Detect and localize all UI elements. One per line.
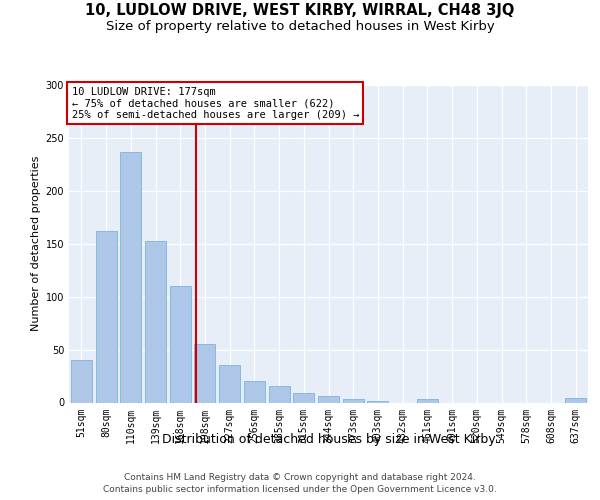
Bar xyxy=(417,400,438,402)
Text: Distribution of detached houses by size in West Kirby: Distribution of detached houses by size … xyxy=(162,432,496,446)
Text: 10, LUDLOW DRIVE, WEST KIRBY, WIRRAL, CH48 3JQ: 10, LUDLOW DRIVE, WEST KIRBY, WIRRAL, CH… xyxy=(85,2,515,18)
Bar xyxy=(343,400,364,402)
Bar xyxy=(269,386,290,402)
Text: Size of property relative to detached houses in West Kirby: Size of property relative to detached ho… xyxy=(106,20,494,33)
Bar xyxy=(219,366,240,403)
Bar xyxy=(318,396,339,402)
Y-axis label: Number of detached properties: Number of detached properties xyxy=(31,156,41,332)
Text: Contains HM Land Registry data © Crown copyright and database right 2024.: Contains HM Land Registry data © Crown c… xyxy=(124,472,476,482)
Bar xyxy=(244,382,265,402)
Bar xyxy=(194,344,215,403)
Bar xyxy=(293,393,314,402)
Bar xyxy=(565,398,586,402)
Bar xyxy=(95,231,116,402)
Text: Contains public sector information licensed under the Open Government Licence v3: Contains public sector information licen… xyxy=(103,485,497,494)
Bar xyxy=(145,240,166,402)
Bar xyxy=(120,152,141,402)
Text: 10 LUDLOW DRIVE: 177sqm
← 75% of detached houses are smaller (622)
25% of semi-d: 10 LUDLOW DRIVE: 177sqm ← 75% of detache… xyxy=(71,86,359,120)
Bar xyxy=(71,360,92,403)
Bar xyxy=(170,286,191,403)
